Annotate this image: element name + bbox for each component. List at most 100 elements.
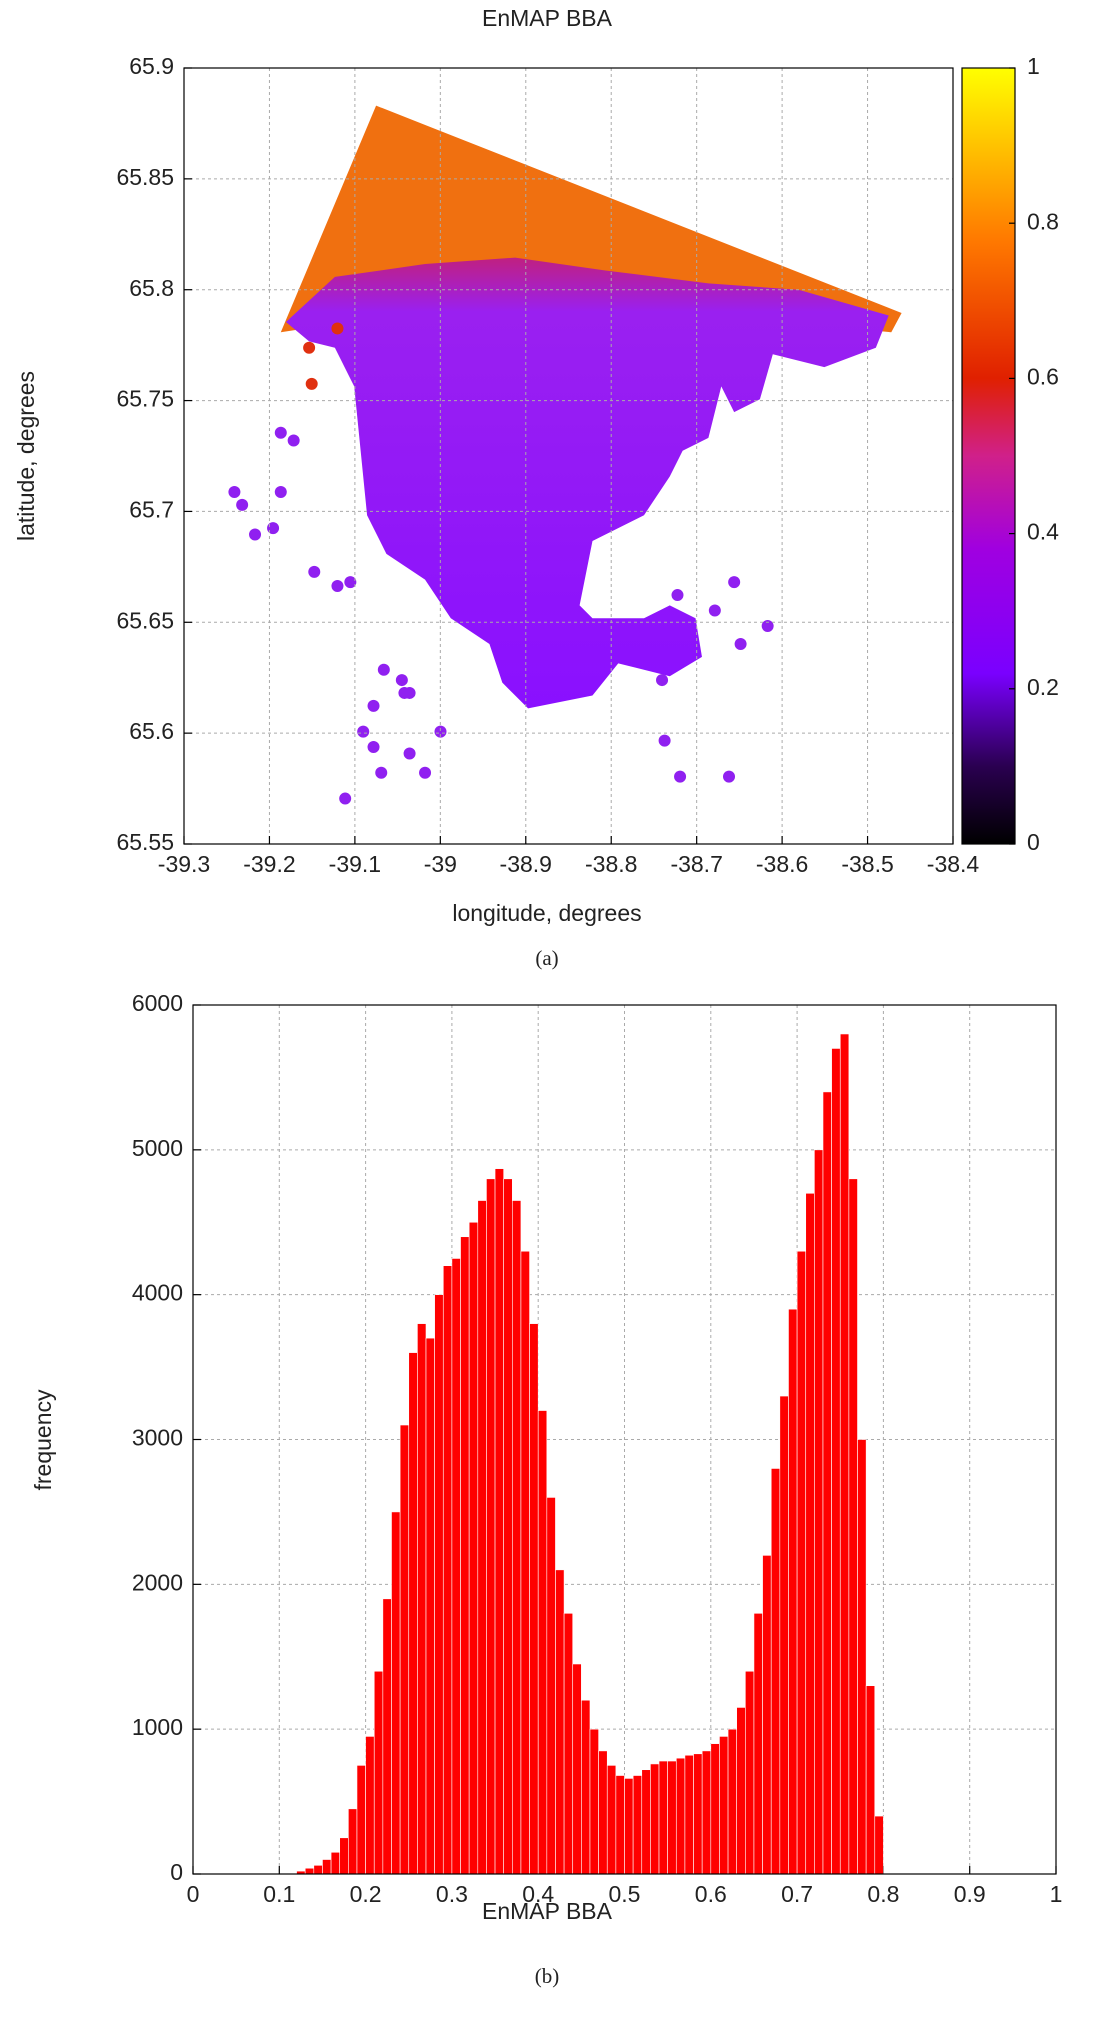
map-pixel [236, 498, 249, 511]
x-tick-label: 1 [1050, 1881, 1063, 1907]
map-pixel [274, 426, 287, 439]
map-pixel [656, 674, 669, 687]
x-tick-label: 0.8 [867, 1881, 899, 1907]
bar [442, 1265, 453, 1875]
bar [494, 1168, 504, 1875]
bar [684, 1754, 694, 1875]
map-pixel [671, 589, 684, 602]
map-pixel [305, 377, 318, 390]
map-pixel [331, 322, 344, 335]
x-tick-label: -38.4 [927, 851, 980, 877]
bar [632, 1775, 643, 1875]
x-tick-label: 0.4 [522, 1881, 554, 1907]
x-tick-label: -39.3 [158, 851, 210, 877]
bar [641, 1769, 651, 1875]
bar [365, 1736, 375, 1875]
bar [865, 1685, 876, 1875]
map-pixel [723, 770, 736, 783]
bar [606, 1765, 617, 1875]
y-tick-label: 65.55 [116, 829, 174, 855]
y-tick-label: 65.6 [129, 718, 174, 744]
bar [330, 1851, 341, 1875]
bar [693, 1753, 703, 1875]
x-tick-label: -38.6 [756, 851, 808, 877]
map-pixel [287, 434, 300, 447]
bar [313, 1865, 323, 1875]
map-pixel [339, 792, 352, 805]
plot-frame [183, 67, 954, 845]
map-pixel [303, 341, 316, 354]
bar [857, 1439, 867, 1875]
map-pixel [377, 663, 390, 676]
map-pixel [728, 576, 741, 589]
map-pixel [367, 741, 380, 754]
bar [779, 1395, 789, 1875]
y-tick-label: 65.7 [129, 497, 174, 523]
map-pixel [274, 486, 287, 499]
bar [451, 1258, 461, 1875]
bar [736, 1707, 746, 1875]
bar [814, 1149, 824, 1875]
map-pixel [367, 699, 380, 712]
map-pixel [375, 766, 388, 779]
map-pixel [674, 770, 687, 783]
bar [503, 1178, 513, 1875]
y-tick-label: 65.65 [116, 607, 174, 633]
plot-frame [192, 1004, 1057, 1875]
bar [339, 1837, 349, 1875]
bar [391, 1511, 401, 1875]
bar [434, 1294, 444, 1875]
bar [667, 1760, 677, 1875]
bar [650, 1763, 660, 1875]
bar [598, 1750, 608, 1875]
colorbar-tick-label: 0.8 [1027, 208, 1059, 234]
y-tick-label: 5000 [132, 1135, 183, 1161]
bar [486, 1178, 496, 1875]
x-tick-label: 0.7 [781, 1881, 813, 1907]
bar [658, 1760, 668, 1875]
y-tick-label: 3000 [132, 1425, 183, 1451]
map-pixel [395, 674, 408, 687]
bar [572, 1663, 582, 1875]
x-tick-label: 0 [187, 1881, 200, 1907]
y-tick-label: 4000 [132, 1280, 183, 1306]
map-pixel [357, 725, 370, 738]
x-tick-label: 0.5 [609, 1881, 641, 1907]
bar [848, 1178, 858, 1875]
map-pixel [249, 528, 262, 541]
bar [408, 1352, 418, 1875]
bar [563, 1613, 574, 1875]
y-axis-label: latitude, degrees [13, 371, 39, 541]
map-pixel [267, 522, 280, 535]
bar [762, 1555, 772, 1875]
y-axis-label: frequency [30, 1389, 56, 1491]
y-tick-label: 65.85 [116, 164, 174, 190]
bar [624, 1778, 634, 1875]
map-image [228, 105, 902, 805]
map-pixel [761, 619, 774, 632]
bar [555, 1569, 565, 1875]
map-pixel [228, 486, 241, 499]
x-tick-label: -38.7 [670, 851, 722, 877]
bar [745, 1670, 755, 1875]
bar [322, 1859, 332, 1875]
x-axis-label: longitude, degrees [452, 900, 641, 926]
colorbar-tick-label: 0.6 [1027, 363, 1059, 389]
colorbar-tick-label: 0 [1027, 829, 1040, 855]
bar [753, 1613, 763, 1875]
bar [546, 1497, 556, 1875]
x-tick-label: -38.5 [841, 851, 893, 877]
caption: (a) [535, 946, 558, 970]
bar [615, 1775, 625, 1875]
map-pixel [708, 604, 721, 617]
bar [701, 1750, 712, 1875]
bar [805, 1192, 815, 1875]
map-pixel [308, 565, 321, 578]
bar [822, 1091, 832, 1875]
bar [348, 1808, 358, 1875]
bar [477, 1200, 487, 1875]
y-tick-label: 65.75 [116, 386, 174, 412]
y-tick-label: 0 [170, 1859, 183, 1885]
x-tick-label: -39 [424, 851, 457, 877]
